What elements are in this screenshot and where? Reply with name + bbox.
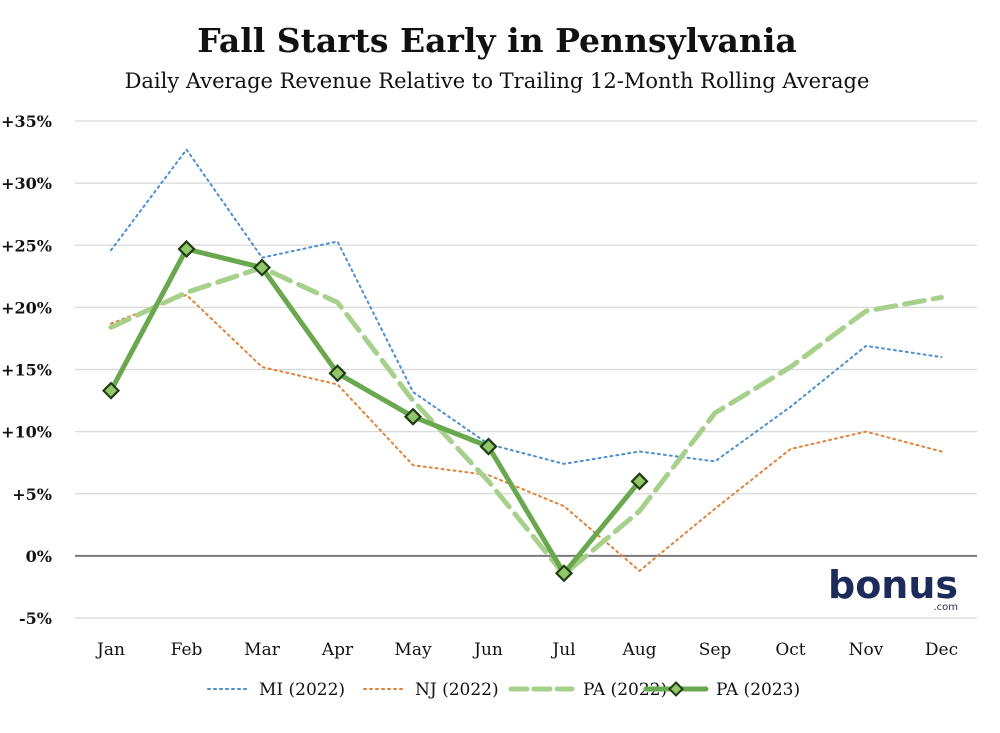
series-line [108,246,642,576]
x-tick-label: Nov [849,640,884,660]
grid [75,120,977,619]
y-tick-label: 0% [26,547,52,566]
logo-text: bonus [828,563,958,607]
y-tick-label: +25% [1,236,52,255]
x-tick-label: Dec [925,640,958,660]
x-tick-label: Sep [699,640,732,660]
data-point-marker [252,258,272,277]
legend-marker [668,681,684,697]
data-point-marker [101,381,121,400]
y-tick-label: +10% [1,423,52,442]
x-tick-label: Mar [244,640,281,660]
y-tick-label: +20% [1,298,52,317]
data-point-marker [479,437,498,456]
x-tick-label: May [394,640,432,660]
y-tick-label: +5% [12,485,52,504]
x-tick-label: Apr [321,640,354,660]
y-axis-ticks: -5% 0% +5% +10% +15% +20% +25% +30% +35% [1,112,52,628]
data-point-marker [177,239,196,259]
series-markers [101,239,649,583]
y-tick-label: +15% [1,361,52,380]
legend-label: PA (2022) [583,680,667,700]
legend: MI (2022) NJ (2022) PA (2022) PA (2023) [207,680,800,700]
data-point-marker [328,364,347,383]
chart-subtitle: Daily Average Revenue Relative to Traili… [125,69,870,93]
y-tick-label: +30% [1,174,52,193]
data-point-marker [403,407,423,426]
x-tick-label: Aug [621,640,656,660]
data-point-marker [554,564,574,583]
x-tick-label: Jan [95,640,125,660]
x-tick-label: Jul [550,640,575,660]
series-lines [108,147,944,579]
logo-com-text: .com [933,602,958,613]
legend-label: NJ (2022) [415,680,499,700]
x-tick-label: Jun [472,640,503,660]
x-tick-label: Feb [171,640,203,660]
legend-label: PA (2023) [716,680,800,700]
x-tick-label: Oct [775,640,805,660]
legend-label: MI (2022) [259,680,345,700]
series-line [110,147,943,465]
y-tick-label: -5% [19,609,52,628]
series-line [110,293,943,573]
bonus-logo: bonus .com [828,563,958,613]
chart-title: Fall Starts Early in Pennsylvania [197,21,797,60]
series-line [108,264,944,579]
y-tick-label: +35% [1,112,52,131]
x-axis-ticks: Jan Feb Mar Apr May Jun Jul Aug Sep Oct Nov Dec [95,640,958,660]
data-point-marker [630,472,649,491]
